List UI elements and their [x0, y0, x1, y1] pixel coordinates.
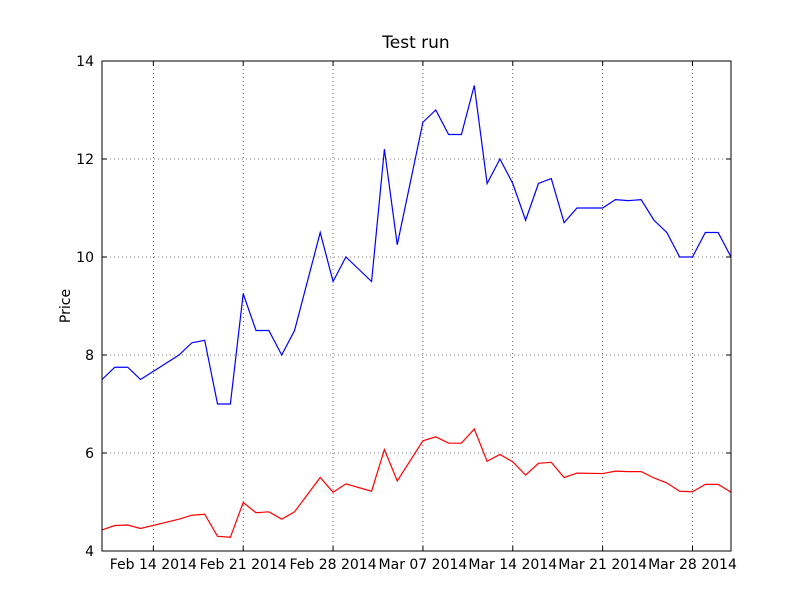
x-tick-label: Mar 14 2014 — [468, 557, 557, 573]
x-tick-label: Feb 21 2014 — [200, 557, 287, 573]
x-tick-label: Mar 28 2014 — [648, 557, 737, 573]
y-tick-label: 12 — [76, 152, 94, 168]
y-tick-label: 14 — [76, 54, 94, 70]
y-tick-label: 6 — [85, 446, 94, 462]
line-series — [101, 85, 732, 405]
y-tick-label: 4 — [85, 544, 94, 560]
y-tick-label: 8 — [85, 348, 94, 364]
y-tick-label: 10 — [76, 250, 94, 266]
chart-title: Test run — [381, 33, 449, 53]
y-axis-label: Price — [58, 289, 74, 323]
x-tick-label: Feb 14 2014 — [110, 557, 197, 573]
line-series — [101, 427, 732, 538]
plot-frame — [101, 60, 732, 552]
x-tick-label: Mar 07 2014 — [379, 557, 468, 573]
x-tick-label: Mar 21 2014 — [558, 557, 647, 573]
x-tick-label: Feb 28 2014 — [289, 557, 376, 573]
